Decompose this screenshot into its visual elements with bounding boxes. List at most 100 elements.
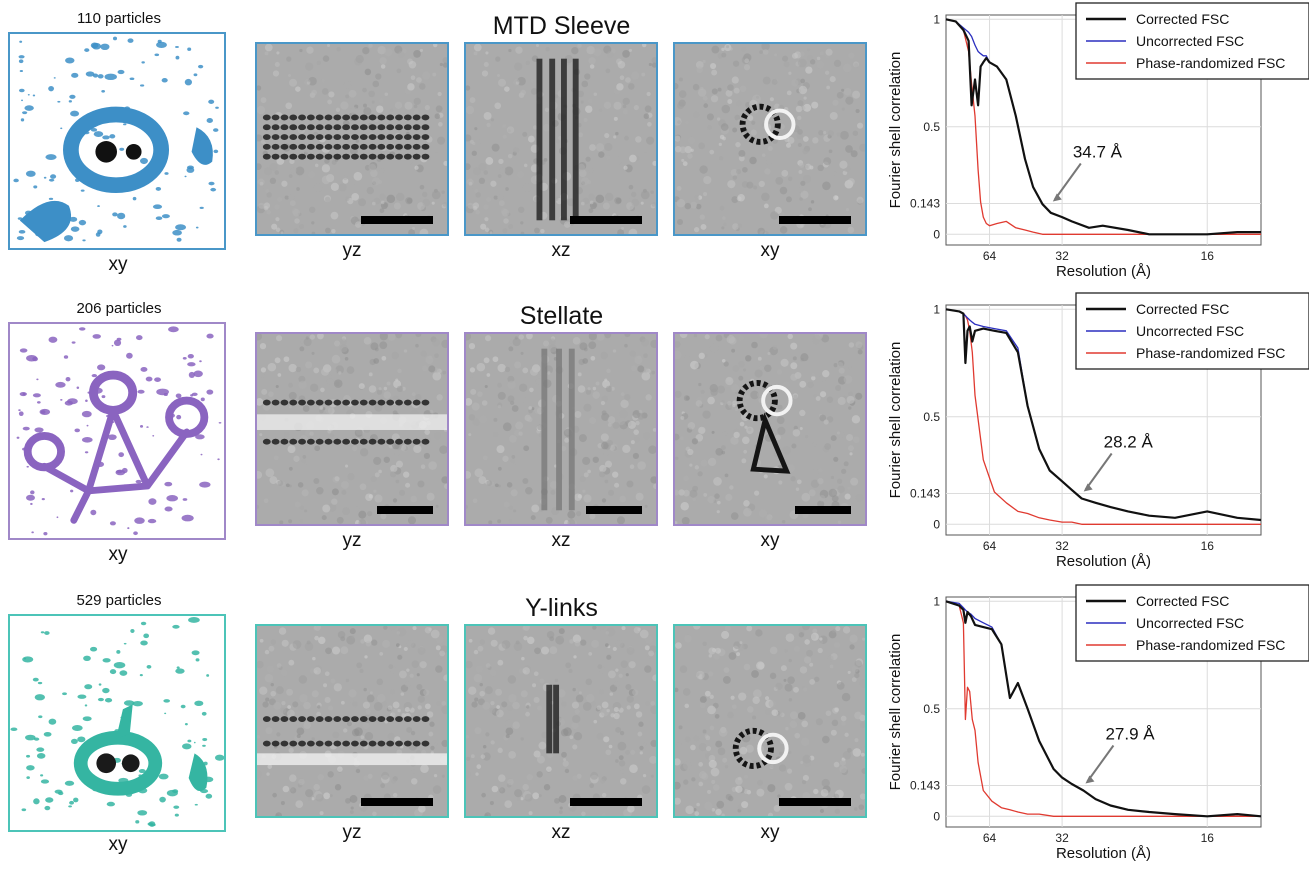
density-stripe: [359, 399, 368, 406]
noise-speckle: [296, 187, 300, 191]
density-blob: [168, 326, 179, 333]
noise-speckle: [787, 676, 795, 684]
noise-speckle: [416, 673, 420, 677]
noise-speckle: [855, 392, 863, 400]
noise-speckle: [418, 83, 426, 90]
noise-speckle: [831, 719, 839, 727]
density-blob: [112, 212, 118, 217]
noise-speckle: [336, 46, 341, 52]
noise-speckle: [288, 391, 297, 400]
noise-speckle: [525, 711, 530, 717]
noise-speckle: [735, 777, 743, 785]
noise-speckle: [781, 169, 789, 177]
noise-speckle: [741, 458, 747, 464]
tomogram-slice-yz: [255, 42, 449, 236]
scale-bar: [570, 216, 642, 224]
noise-speckle: [351, 635, 355, 639]
scale-bar: [586, 506, 642, 514]
noise-speckle: [266, 665, 274, 673]
noise-speckle: [828, 488, 838, 498]
density-stripe: [377, 134, 386, 140]
noise-speckle: [466, 105, 475, 115]
noise-speckle: [281, 700, 286, 706]
noise-speckle: [354, 428, 363, 437]
noise-speckle: [600, 441, 609, 450]
density-blob: [69, 800, 75, 805]
density-blob: [163, 699, 171, 703]
noise-speckle: [716, 500, 721, 505]
noise-speckle: [705, 745, 712, 752]
noise-speckle: [624, 394, 631, 401]
noise-speckle: [824, 70, 830, 75]
density-stripe: [280, 143, 289, 150]
density-blob: [13, 178, 19, 183]
density-blob: [132, 700, 143, 707]
noise-speckle: [593, 92, 598, 97]
noise-speckle: [811, 101, 819, 109]
noise-speckle: [630, 749, 636, 755]
noise-speckle: [380, 64, 386, 69]
density-blob: [133, 531, 138, 536]
tomogram-slice-xy: [673, 332, 867, 526]
density-blob: [57, 100, 61, 103]
bright-band: [257, 753, 447, 766]
noise-speckle: [345, 464, 349, 468]
noise-speckle: [406, 726, 413, 733]
noise-speckle: [376, 389, 383, 395]
noise-speckle: [797, 711, 806, 720]
fsc-series-line: [945, 18, 1261, 236]
density-blob: [21, 99, 23, 102]
noise-speckle: [466, 735, 470, 739]
noise-speckle: [777, 404, 783, 410]
noise-speckle: [762, 49, 769, 55]
noise-speckle: [716, 117, 721, 121]
density-blob: [30, 502, 33, 506]
noise-speckle: [373, 489, 377, 493]
density-blob: [33, 185, 38, 189]
noise-speckle: [687, 422, 696, 430]
noise-speckle: [728, 652, 737, 660]
noise-speckle: [259, 181, 264, 186]
noise-speckle: [622, 109, 628, 115]
noise-speckle: [326, 378, 334, 385]
noise-speckle: [379, 57, 387, 65]
noise-speckle: [721, 445, 726, 451]
noise-speckle: [486, 122, 491, 128]
density-blob: [194, 803, 198, 806]
noise-speckle: [742, 166, 748, 173]
noise-speckle: [484, 335, 492, 342]
noise-speckle: [539, 678, 545, 684]
noise-speckle: [646, 136, 655, 145]
noise-speckle: [618, 673, 623, 678]
noise-speckle: [857, 122, 864, 129]
noise-speckle: [628, 228, 638, 234]
density-stripe: [412, 134, 421, 140]
slice-caption: xz: [551, 530, 571, 551]
noise-speckle: [790, 373, 798, 381]
noise-speckle: [601, 813, 606, 816]
noise-speckle: [295, 166, 305, 176]
noise-speckle: [525, 486, 533, 495]
noise-speckle: [699, 165, 708, 174]
noise-speckle: [317, 705, 321, 709]
noise-speckle: [372, 80, 380, 88]
noise-speckle: [730, 436, 739, 445]
noise-speckle: [783, 61, 790, 68]
noise-speckle: [650, 339, 656, 349]
noise-speckle: [791, 52, 798, 59]
noise-speckle: [820, 788, 829, 797]
noise-speckle: [322, 55, 330, 62]
noise-speckle: [596, 705, 602, 710]
noise-speckle: [839, 759, 847, 766]
density-stripe: [359, 124, 368, 131]
noise-speckle: [836, 681, 845, 690]
slice-image: [466, 44, 656, 234]
noise-speckle: [732, 400, 738, 406]
density-stripe: [359, 143, 368, 150]
noise-speckle: [618, 755, 624, 761]
noise-speckle: [574, 411, 582, 419]
density-blob: [123, 225, 127, 228]
noise-speckle: [593, 719, 598, 724]
noise-speckle: [313, 667, 321, 675]
noise-speckle: [371, 177, 381, 186]
